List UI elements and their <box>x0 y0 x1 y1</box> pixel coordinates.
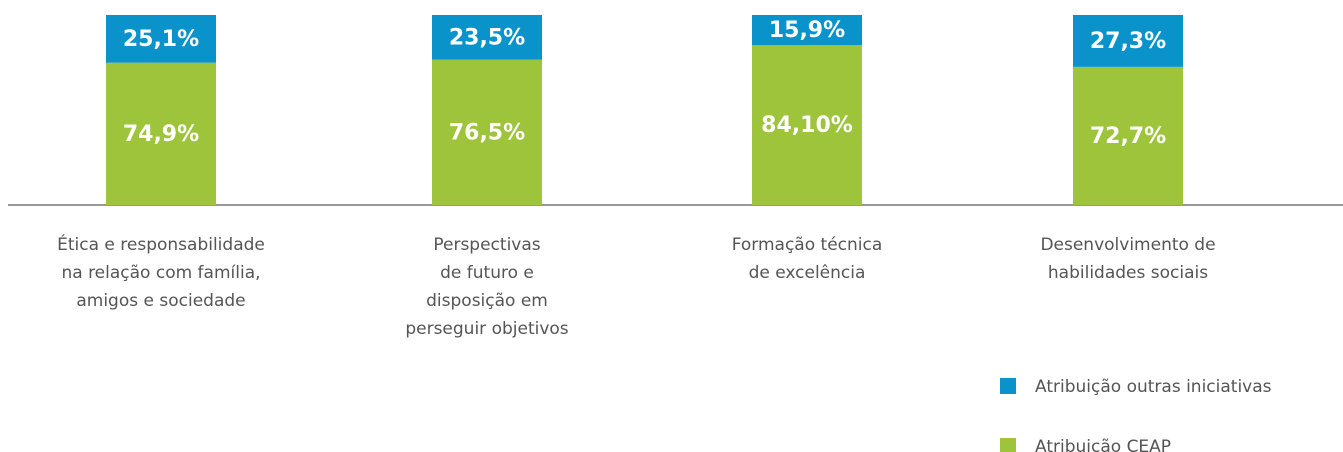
x-tick-label: Desenvolvimento de habilidades sociais <box>1040 235 1216 283</box>
bar-segment <box>106 15 216 63</box>
value-label: 72,7% <box>1090 124 1166 149</box>
bar-segment <box>752 45 862 206</box>
value-label: 76,5% <box>449 120 525 145</box>
bar-segment <box>432 15 542 60</box>
bar-segment <box>106 62 216 205</box>
bar-segment <box>432 59 542 206</box>
legend-swatch <box>1000 438 1016 452</box>
bar-segment <box>752 15 862 46</box>
x-tick-label: Formação técnica de excelência <box>731 235 883 283</box>
value-label: 84,10% <box>761 113 853 138</box>
legend-swatch <box>1000 378 1016 394</box>
value-label: 23,5% <box>449 25 525 50</box>
value-label: 27,3% <box>1090 29 1166 54</box>
legend-label: Atribuição CEAP <box>1035 437 1171 452</box>
x-tick-label: Ética e responsabilidade na relação com … <box>57 235 265 311</box>
bar-segment <box>1073 15 1183 67</box>
value-label: 74,9% <box>123 122 199 147</box>
legend-label: Atribuição outras iniciativas <box>1035 377 1272 397</box>
x-tick-label: Perspectivas de futuro e disposição em p… <box>405 235 569 339</box>
value-label: 25,1% <box>123 27 199 52</box>
bar-segment <box>1073 66 1183 206</box>
value-label: 15,9% <box>769 18 845 43</box>
